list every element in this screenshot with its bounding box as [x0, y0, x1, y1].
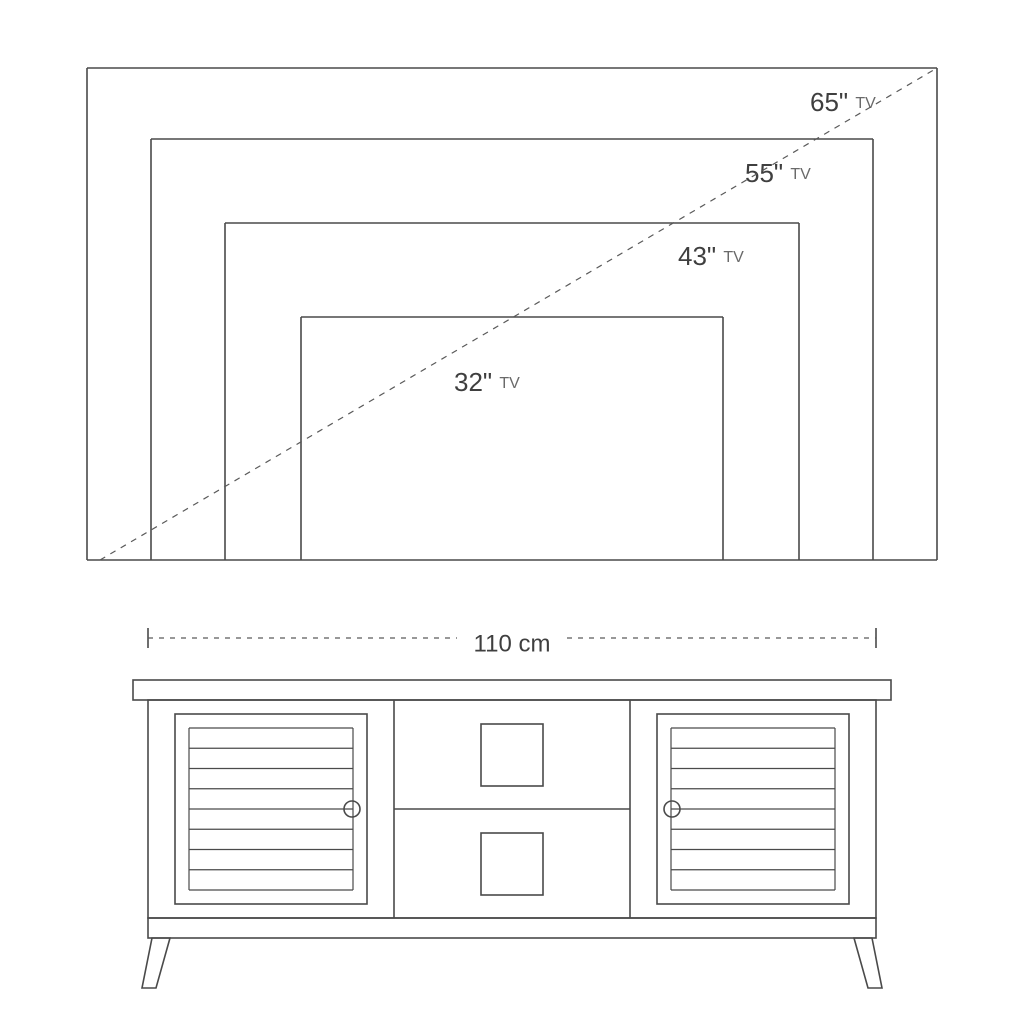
width-dimension: 110 cm — [148, 628, 876, 657]
tv-label-32: 32" TV — [454, 367, 520, 397]
console-center-square-1 — [481, 833, 543, 895]
tv-outline-55: 55" TV — [151, 139, 873, 560]
console-leg-1 — [854, 938, 882, 988]
console-center-square-0 — [481, 724, 543, 786]
console-door-1 — [657, 714, 849, 904]
console-door-0 — [175, 714, 367, 904]
tv-label-65: 65" TV — [810, 87, 876, 117]
diagram-canvas: 65" TV 55" TV 43" TV 32" TV 110 cm — [0, 0, 1024, 1024]
tv-outline-32: 32" TV — [301, 317, 723, 560]
console-top — [133, 680, 891, 700]
width-dimension-label: 110 cm — [474, 630, 551, 657]
tv-label-55: 55" TV — [745, 158, 811, 188]
console-rail — [148, 918, 876, 938]
tv-size-comparison: 65" TV 55" TV 43" TV 32" TV — [87, 68, 937, 560]
tv-console — [133, 680, 891, 988]
console-leg-0 — [142, 938, 170, 988]
tv-outline-65: 65" TV — [87, 68, 937, 560]
tv-label-43: 43" TV — [678, 241, 744, 271]
